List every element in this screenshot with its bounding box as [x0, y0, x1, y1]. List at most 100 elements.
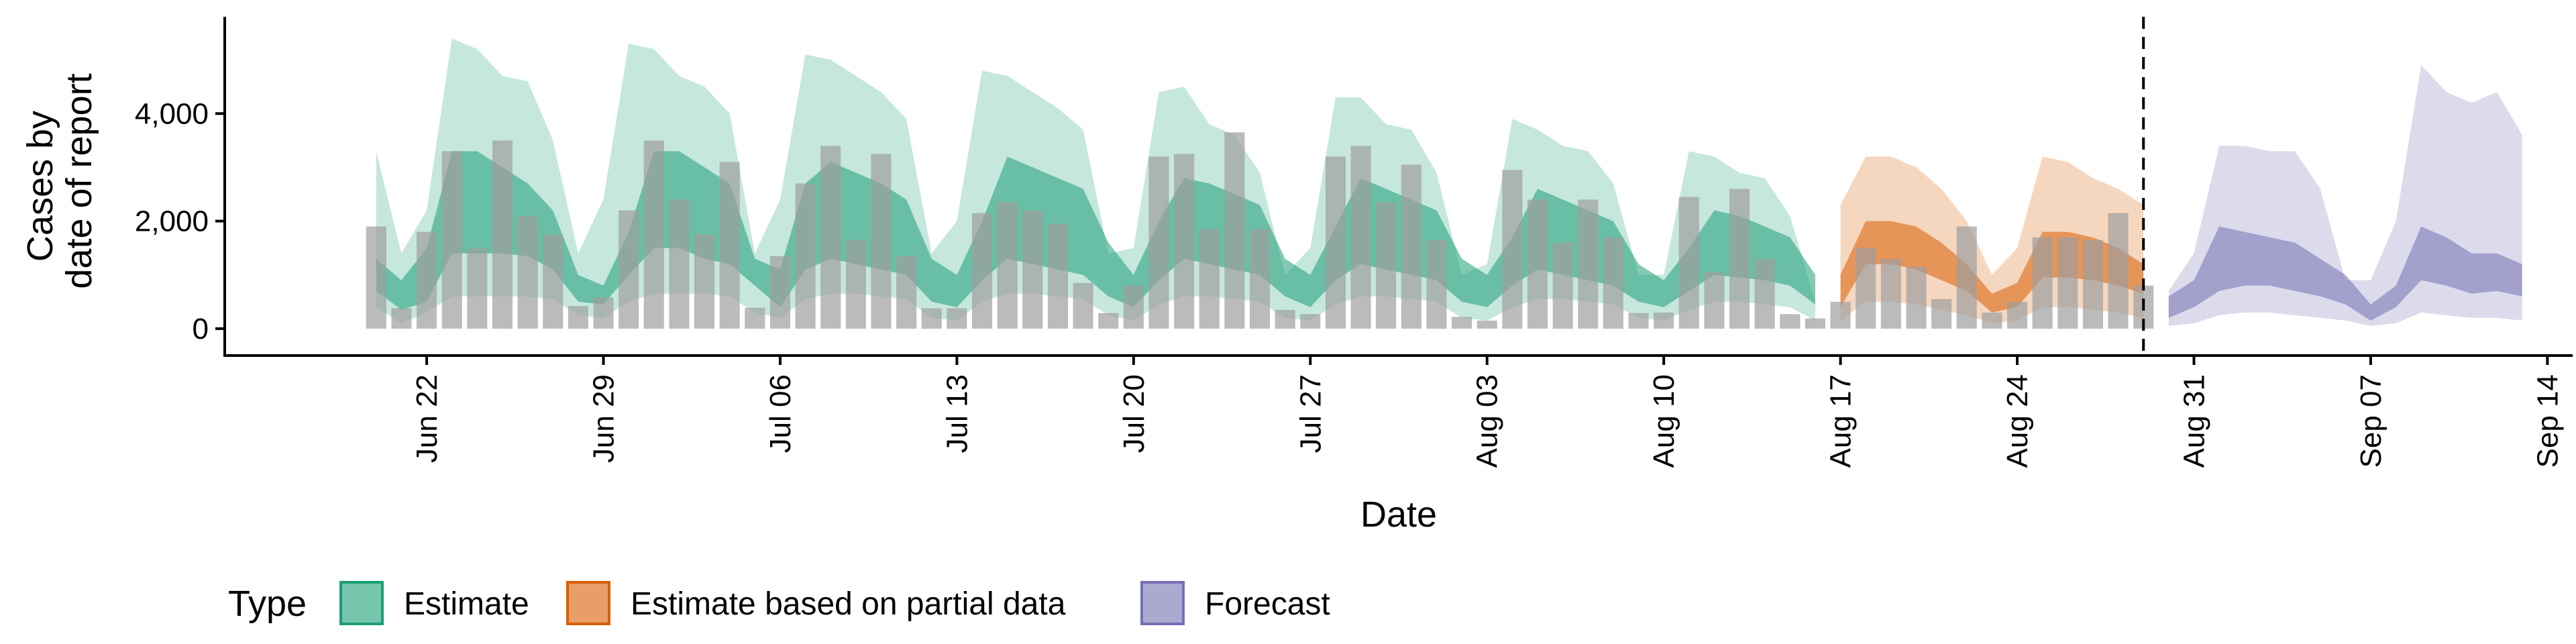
reported-cases-bar — [2082, 239, 2103, 329]
reported-cases-bar — [997, 202, 1018, 329]
reported-cases-bar — [921, 308, 942, 329]
reported-cases-bar — [871, 154, 892, 329]
y-axis-title-line-2: date of report — [59, 73, 99, 288]
legend-label-estimate: Estimate — [404, 586, 529, 622]
reported-cases-bar — [1325, 156, 1346, 329]
x-tick-label: Aug 17 — [1825, 374, 1858, 468]
reported-cases-bar — [1376, 202, 1397, 329]
bar-layer — [366, 132, 2154, 329]
x-tick-label: Jul 06 — [764, 374, 797, 453]
reported-cases-bar — [441, 151, 462, 329]
reported-cases-bar — [1199, 229, 1220, 329]
y-tick-label: 4,000 — [135, 97, 209, 130]
reported-cases-bar — [1678, 197, 1699, 329]
legend-key-estimate — [339, 581, 384, 625]
reported-cases-bar — [593, 297, 614, 329]
ribbon-50-estimate — [376, 151, 1815, 310]
reported-cases-bar — [1022, 210, 1043, 329]
reported-cases-bar — [1098, 313, 1119, 329]
legend-key-partial — [566, 581, 610, 625]
reported-cases-bar — [820, 146, 841, 329]
reported-cases-bar — [1047, 223, 1068, 329]
reported-cases-bar — [845, 239, 866, 329]
legend-label-partial: Estimate based on partial data — [631, 586, 1066, 622]
reported-cases-bar — [1250, 229, 1271, 329]
x-tick-label: Jun 22 — [411, 374, 443, 463]
x-tick-label: Sep 07 — [2355, 374, 2387, 468]
reported-cases-bar — [1628, 313, 1649, 329]
reported-cases-bar — [947, 308, 967, 329]
reported-cases-bar — [1527, 199, 1548, 329]
reported-cases-bar — [1148, 156, 1169, 329]
reported-cases-bar — [1603, 237, 1623, 329]
reported-cases-bar — [568, 306, 588, 329]
x-tick-label: Sep 14 — [2531, 374, 2564, 468]
reported-cases-bar — [1224, 132, 1245, 329]
x-axis-title: Date — [1360, 494, 1437, 535]
reported-cases-bar — [1754, 258, 1775, 329]
reported-cases-bar — [2108, 213, 2129, 329]
reported-cases-bar — [1123, 285, 1144, 329]
reported-cases-bar — [1275, 309, 1295, 329]
reported-cases-bar — [467, 248, 488, 329]
legend: Type Estimate Estimate based on partial … — [228, 581, 1330, 625]
reported-cases-bar — [896, 256, 917, 329]
reported-cases-bar — [1704, 272, 1725, 329]
legend-label-forecast: Forecast — [1205, 586, 1330, 622]
y-tick-label: 0 — [193, 313, 209, 345]
reported-cases-bar — [1830, 301, 1851, 329]
reported-cases-bar — [745, 307, 765, 329]
reported-cases-bar — [1174, 154, 1195, 329]
reported-cases-bar — [694, 234, 715, 329]
reported-cases-bar — [1552, 242, 1573, 329]
x-tick-label: Jul 27 — [1294, 374, 1327, 453]
reported-cases-bar — [391, 308, 412, 329]
reported-cases-bar — [1780, 314, 1801, 329]
reported-cases-bar — [1805, 318, 1825, 329]
reported-cases-bar — [1880, 258, 1901, 329]
reported-cases-bar — [795, 183, 816, 329]
reported-cases-bar — [1502, 170, 1523, 329]
reported-cases-bar — [669, 199, 690, 329]
reported-cases-bar — [643, 140, 664, 329]
reported-cases-bar — [619, 210, 639, 329]
reported-cases-bar — [972, 213, 993, 329]
reported-cases-bar — [492, 140, 513, 329]
x-tick-label: Aug 03 — [1471, 374, 1504, 468]
reported-cases-bar — [417, 231, 437, 329]
x-tick-label: Aug 10 — [1648, 374, 1680, 468]
reported-cases-bar — [1401, 164, 1421, 329]
ribbon-50-forecast — [2168, 226, 2522, 321]
reported-cases-bar — [769, 256, 790, 329]
reported-cases-bar — [1956, 226, 1977, 329]
y-axis-title: Cases by date of report — [20, 73, 99, 288]
x-tick-label: Jul 20 — [1118, 374, 1150, 453]
reported-cases-bar — [2057, 237, 2078, 329]
reported-cases-bar — [2007, 301, 2028, 329]
reported-cases-bar — [517, 215, 538, 329]
x-tick-label: Jun 29 — [588, 374, 621, 463]
x-tick-label: Aug 24 — [2001, 374, 2034, 468]
axes: 0 2,000 4,000 Jun 22 Jun 29 Jul 06 Jul 13 Jul 2… — [135, 17, 2573, 468]
reported-cases-bar — [1856, 248, 1876, 329]
reported-cases-bar — [543, 234, 564, 329]
reported-cases-bar — [1931, 299, 1952, 329]
y-axis-title-line-1: Cases by — [20, 111, 60, 262]
reported-cases-bar — [1578, 199, 1599, 329]
reported-cases-bar — [1426, 239, 1447, 329]
reported-cases-bar — [1452, 317, 1472, 329]
reported-cases-bar — [1654, 312, 1674, 329]
reported-cases-bar — [366, 226, 386, 329]
reported-cases-bar — [2032, 237, 2053, 329]
reported-cases-bar — [1477, 320, 1497, 329]
reported-cases-bar — [1300, 314, 1321, 329]
x-tick-label: Aug 31 — [2178, 374, 2211, 468]
reported-cases-bar — [1350, 146, 1371, 329]
reported-cases-bar — [1982, 312, 2002, 329]
x-tick-label: Jul 13 — [941, 374, 973, 453]
y-tick-label: 2,000 — [135, 205, 209, 238]
legend-title: Type — [228, 584, 307, 624]
reported-cases-bar — [1906, 266, 1927, 329]
reported-cases-bar — [1729, 189, 1750, 329]
